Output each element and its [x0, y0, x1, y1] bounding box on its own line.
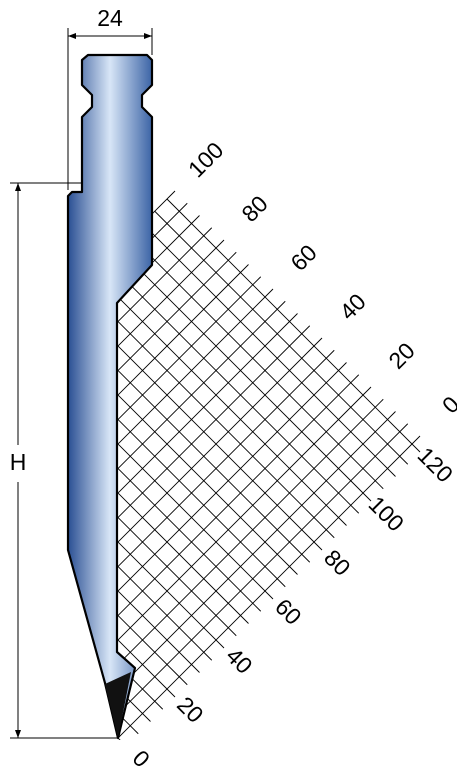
punch-body	[66, 53, 154, 740]
grid-line	[117, 276, 262, 580]
grid-line	[117, 362, 347, 665]
punch-tip	[105, 672, 131, 738]
grid-line	[117, 284, 335, 539]
grid-line	[117, 419, 200, 673]
lower-axis-label: 20	[172, 691, 208, 727]
grid-line	[117, 313, 298, 616]
lower-axis-label: 100	[364, 491, 410, 537]
grid-line	[117, 296, 323, 551]
grid-line	[117, 406, 213, 661]
grid-line	[117, 386, 372, 690]
grid-line	[117, 300, 286, 604]
grid-line	[142, 223, 396, 477]
grid-line	[117, 423, 409, 727]
lower-axis-label: 120	[413, 442, 457, 488]
upper-axis-label: 80	[236, 190, 272, 226]
dimension-lines	[10, 28, 153, 739]
grid-line	[117, 431, 188, 686]
upper-axis-label: 20	[383, 337, 419, 373]
grid-line	[117, 308, 311, 563]
grid-line	[117, 321, 298, 575]
grid-line	[117, 382, 237, 637]
upper-axis-label: 100	[183, 137, 229, 183]
grid-line	[117, 394, 225, 649]
grid-line	[117, 333, 286, 588]
grid-line	[117, 264, 249, 567]
grid-line	[154, 210, 409, 465]
grid-line	[117, 411, 396, 714]
clearance-grid	[117, 190, 421, 740]
upper-axis-label: 40	[334, 288, 370, 324]
grid-line	[117, 288, 274, 592]
grid-line	[117, 374, 360, 678]
grid-line	[117, 247, 372, 502]
grid-line	[117, 239, 225, 543]
lower-axis-label: 80	[319, 544, 355, 580]
dimension-arrows	[15, 33, 152, 738]
lower-axis-label: 40	[221, 642, 257, 678]
grid-line	[117, 370, 249, 624]
grid-line	[117, 259, 360, 514]
width-dimension: 24	[97, 5, 123, 31]
grid-line	[117, 435, 421, 739]
upper-axis-label: 60	[285, 239, 321, 275]
lower-axis-label: 0	[128, 745, 155, 767]
grid-line	[117, 227, 213, 531]
upper-axis-label: 0	[437, 391, 457, 418]
grid-line	[129, 235, 384, 490]
grid-line	[117, 349, 335, 653]
grid-line	[117, 398, 384, 702]
height-dimension: H	[10, 449, 27, 475]
grid-line	[166, 198, 421, 453]
grid-line	[117, 443, 176, 698]
grid-line	[117, 325, 311, 629]
lower-axis-label: 60	[270, 593, 306, 629]
grid-line	[117, 272, 347, 526]
grid-line	[117, 337, 323, 641]
grid-line	[117, 345, 274, 600]
grid-line	[117, 251, 237, 555]
grid-line	[117, 357, 262, 612]
